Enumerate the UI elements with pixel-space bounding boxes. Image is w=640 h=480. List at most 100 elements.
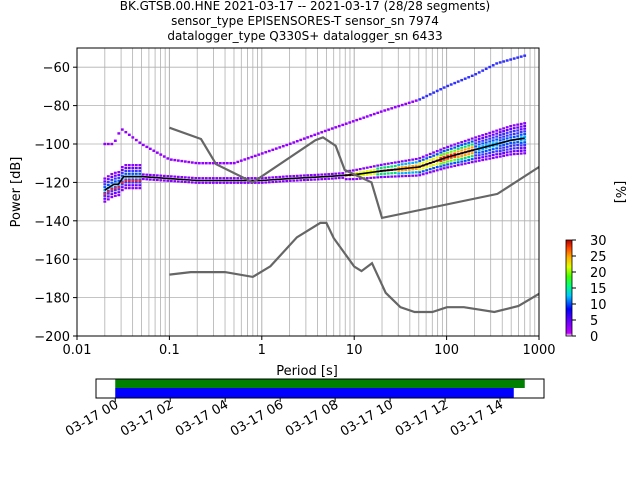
pdf-cell	[169, 175, 173, 178]
pdf-cell	[411, 158, 415, 161]
pdf-cell	[481, 142, 485, 145]
pdf-cell	[369, 176, 373, 179]
pdf-cell	[421, 96, 425, 99]
timeline-tick-label: 03-17 08	[283, 397, 341, 439]
pdf-cell	[519, 138, 523, 142]
y-axis-label: Power [dB]	[9, 157, 24, 228]
pdf-cell	[463, 142, 467, 145]
pdf-cell	[295, 140, 299, 143]
pdf-cell	[355, 168, 359, 171]
pdf-cell	[428, 171, 432, 174]
pdf-cell	[103, 180, 107, 183]
pdf-cell	[351, 120, 355, 123]
pdf-cell	[428, 155, 432, 159]
pdf-cell	[159, 179, 163, 182]
pdf-cell	[225, 181, 229, 184]
pdf-cell	[523, 141, 527, 144]
pdf-cell	[250, 155, 254, 159]
pdf-cell	[103, 142, 107, 146]
pdf-cell	[117, 188, 121, 191]
pdf-cell	[166, 179, 170, 182]
pdf-cell	[246, 157, 250, 160]
pdf-cell	[467, 141, 471, 144]
pdf-cell	[390, 165, 394, 168]
pdf-cell	[225, 177, 229, 180]
pdf-cell	[113, 188, 117, 192]
pdf-cell	[491, 145, 495, 148]
pdf-cell	[358, 171, 362, 174]
pdf-cell	[393, 106, 397, 109]
pdf-cell	[414, 167, 418, 171]
noise-model-low-line	[169, 221, 539, 314]
colorbar	[565, 239, 573, 337]
pdf-cell	[271, 180, 275, 184]
pdf-cell	[320, 178, 324, 181]
pdf-cell	[463, 156, 467, 160]
pdf-cell	[159, 174, 163, 177]
pdf-cell	[386, 175, 390, 178]
pdf-cell	[432, 151, 436, 154]
pdf-cell	[187, 160, 191, 164]
timeline-tick-label: 03-17 14	[448, 397, 506, 439]
pdf-cell	[239, 159, 243, 162]
pdf-cell	[453, 152, 457, 155]
pdf-cell	[257, 181, 261, 184]
pdf-cell	[449, 159, 453, 162]
pdf-cell	[369, 165, 373, 169]
pdf-cell	[442, 86, 446, 89]
pdf-cell	[502, 149, 506, 152]
pdf-cell	[134, 138, 138, 142]
pdf-cell	[134, 181, 138, 184]
pdf-cell	[103, 200, 107, 203]
pdf-cell	[502, 143, 506, 146]
pdf-cell	[134, 187, 138, 190]
pdf-cell	[411, 100, 415, 103]
pdf-cell	[166, 157, 170, 160]
pdf-cell	[274, 147, 278, 150]
pdf-cell	[488, 65, 492, 69]
pdf-cell	[316, 132, 320, 135]
pdf-cell	[418, 98, 422, 101]
pdf-cell	[491, 136, 495, 139]
pdf-cell	[428, 93, 432, 96]
pdf-cell	[183, 176, 187, 179]
pdf-cell	[337, 172, 341, 175]
pdf-cell	[120, 165, 124, 169]
pdf-cell	[253, 154, 257, 158]
pdf-cell	[131, 166, 135, 170]
pdf-cell	[516, 56, 520, 59]
pdf-cell	[519, 122, 523, 126]
pdf-cell	[103, 192, 107, 195]
pdf-cell	[106, 178, 110, 181]
pdf-cell	[379, 172, 383, 176]
pdf-cell	[152, 178, 156, 181]
pdf-cell	[512, 132, 516, 136]
pdf-cell	[274, 180, 278, 183]
pdf-cell	[516, 126, 520, 129]
pdf-cell	[124, 164, 128, 167]
pdf-cell	[484, 155, 488, 158]
pdf-cell	[106, 198, 110, 201]
pdf-cell	[488, 131, 492, 135]
pdf-cell	[439, 88, 443, 91]
pdf-cell	[397, 169, 401, 172]
pdf-cell	[288, 179, 292, 182]
pdf-cell	[306, 136, 310, 139]
pdf-cell	[428, 168, 432, 171]
pdf-cell	[285, 179, 289, 183]
pdf-cell	[176, 159, 180, 162]
pdf-cell	[400, 166, 404, 169]
pdf-cell	[453, 161, 457, 164]
pdf-cell	[488, 134, 492, 137]
timeline-tick-label: 03-17 02	[118, 397, 176, 439]
pdf-cell	[180, 180, 184, 183]
pdf-cell	[442, 167, 446, 170]
pdf-cell	[327, 177, 331, 180]
pdf-cell	[407, 165, 411, 168]
pdf-cell	[481, 69, 485, 72]
pdf-cell	[495, 138, 499, 141]
pdf-cell	[358, 167, 362, 171]
pdf-cell	[106, 142, 110, 146]
pdf-cell	[253, 181, 257, 184]
pdf-cell	[488, 151, 492, 155]
